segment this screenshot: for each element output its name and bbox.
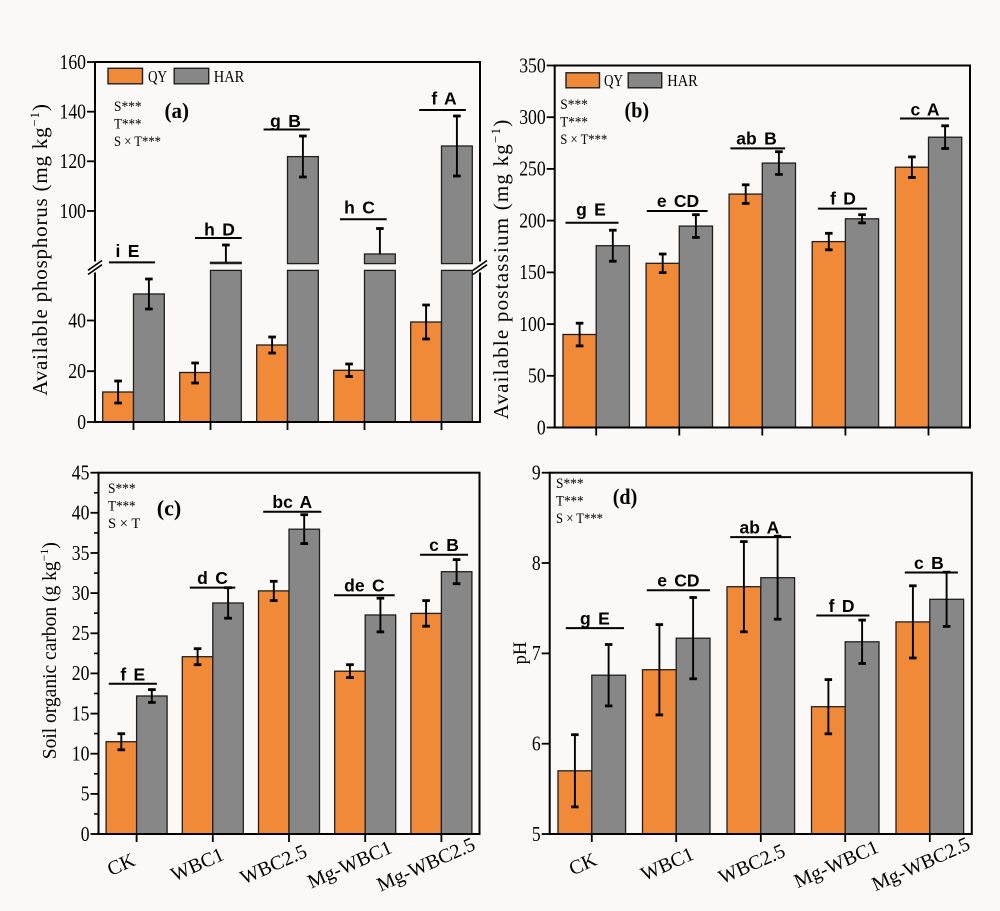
svg-text:5: 5 bbox=[81, 782, 90, 806]
svg-text:140: 140 bbox=[60, 100, 87, 124]
svg-text:e CD: e CD bbox=[657, 191, 699, 211]
svg-text:T***: T*** bbox=[108, 499, 136, 515]
svg-text:5: 5 bbox=[532, 822, 541, 846]
svg-text:(d): (d) bbox=[613, 484, 638, 509]
svg-text:150: 150 bbox=[519, 260, 546, 284]
svg-text:250: 250 bbox=[519, 157, 546, 181]
svg-text:25: 25 bbox=[72, 621, 90, 645]
svg-text:f A: f A bbox=[431, 89, 457, 109]
svg-text:350: 350 bbox=[519, 53, 546, 77]
svg-text:HAR: HAR bbox=[667, 71, 698, 90]
svg-text:40: 40 bbox=[72, 501, 90, 525]
svg-text:pH: pH bbox=[511, 642, 531, 665]
svg-text:d C: d C bbox=[197, 568, 228, 588]
svg-text:T***: T*** bbox=[560, 115, 588, 131]
svg-text:S***: S*** bbox=[560, 97, 588, 113]
svg-text:6: 6 bbox=[532, 732, 541, 756]
svg-text:h D: h D bbox=[204, 220, 235, 240]
svg-text:bc A: bc A bbox=[272, 492, 312, 512]
svg-text:300: 300 bbox=[519, 105, 546, 129]
svg-text:S × T: S × T bbox=[108, 516, 140, 532]
svg-text:S***: S*** bbox=[556, 476, 584, 492]
svg-text:QY: QY bbox=[604, 71, 623, 90]
svg-text:S***: S*** bbox=[114, 99, 142, 115]
svg-text:0: 0 bbox=[537, 415, 546, 439]
svg-text:200: 200 bbox=[519, 208, 546, 232]
svg-text:Soil organic carbon (g kg−1): Soil organic carbon (g kg−1) bbox=[37, 542, 61, 759]
svg-text:100: 100 bbox=[519, 312, 546, 336]
svg-text:0: 0 bbox=[81, 822, 90, 846]
svg-text:10: 10 bbox=[72, 742, 90, 766]
svg-text:(c): (c) bbox=[157, 496, 182, 521]
svg-text:QY: QY bbox=[148, 67, 167, 86]
svg-text:15: 15 bbox=[72, 701, 90, 725]
svg-text:7: 7 bbox=[532, 641, 541, 665]
svg-text:20: 20 bbox=[68, 359, 86, 383]
svg-text:(a): (a) bbox=[165, 98, 190, 123]
svg-text:50: 50 bbox=[528, 364, 546, 388]
svg-text:S × T***: S × T*** bbox=[560, 132, 607, 148]
svg-text:S × T***: S × T*** bbox=[114, 134, 161, 150]
svg-text:120: 120 bbox=[60, 149, 87, 173]
svg-text:g E: g E bbox=[576, 200, 606, 220]
svg-text:30: 30 bbox=[72, 581, 90, 605]
svg-text:35: 35 bbox=[72, 541, 90, 565]
svg-text:HAR: HAR bbox=[214, 67, 245, 86]
svg-text:100: 100 bbox=[60, 199, 87, 223]
svg-text:de C: de C bbox=[344, 576, 385, 596]
svg-text:i E: i E bbox=[116, 241, 140, 261]
svg-text:40: 40 bbox=[68, 308, 86, 332]
svg-text:f E: f E bbox=[120, 664, 145, 684]
svg-text:Available postassium (mg kg−1): Available postassium (mg kg−1) bbox=[488, 119, 513, 420]
svg-text:g E: g E bbox=[580, 609, 610, 629]
svg-text:9: 9 bbox=[532, 461, 541, 485]
svg-text:(b): (b) bbox=[625, 98, 650, 123]
svg-text:c A: c A bbox=[910, 99, 939, 119]
svg-text:Available phosphorus (mg kg−1): Available phosphorus (mg kg−1) bbox=[27, 103, 52, 395]
svg-text:ab B: ab B bbox=[736, 128, 776, 148]
svg-text:e CD: e CD bbox=[657, 571, 699, 591]
svg-text:c B: c B bbox=[429, 535, 459, 555]
svg-text:45: 45 bbox=[72, 461, 90, 485]
svg-text:g B: g B bbox=[270, 111, 301, 131]
svg-text:160: 160 bbox=[60, 50, 87, 74]
svg-text:c B: c B bbox=[914, 553, 944, 573]
svg-text:T***: T*** bbox=[114, 117, 142, 133]
svg-text:f D: f D bbox=[829, 596, 855, 616]
svg-text:20: 20 bbox=[72, 661, 90, 685]
svg-text:h C: h C bbox=[344, 198, 375, 218]
svg-text:T***: T*** bbox=[556, 494, 584, 510]
svg-text:0: 0 bbox=[77, 410, 86, 434]
svg-text:S***: S*** bbox=[108, 481, 136, 497]
svg-text:ab A: ab A bbox=[740, 518, 780, 538]
svg-text:S × T***: S × T*** bbox=[556, 511, 603, 527]
svg-text:f D: f D bbox=[830, 189, 856, 209]
svg-text:8: 8 bbox=[532, 551, 541, 575]
